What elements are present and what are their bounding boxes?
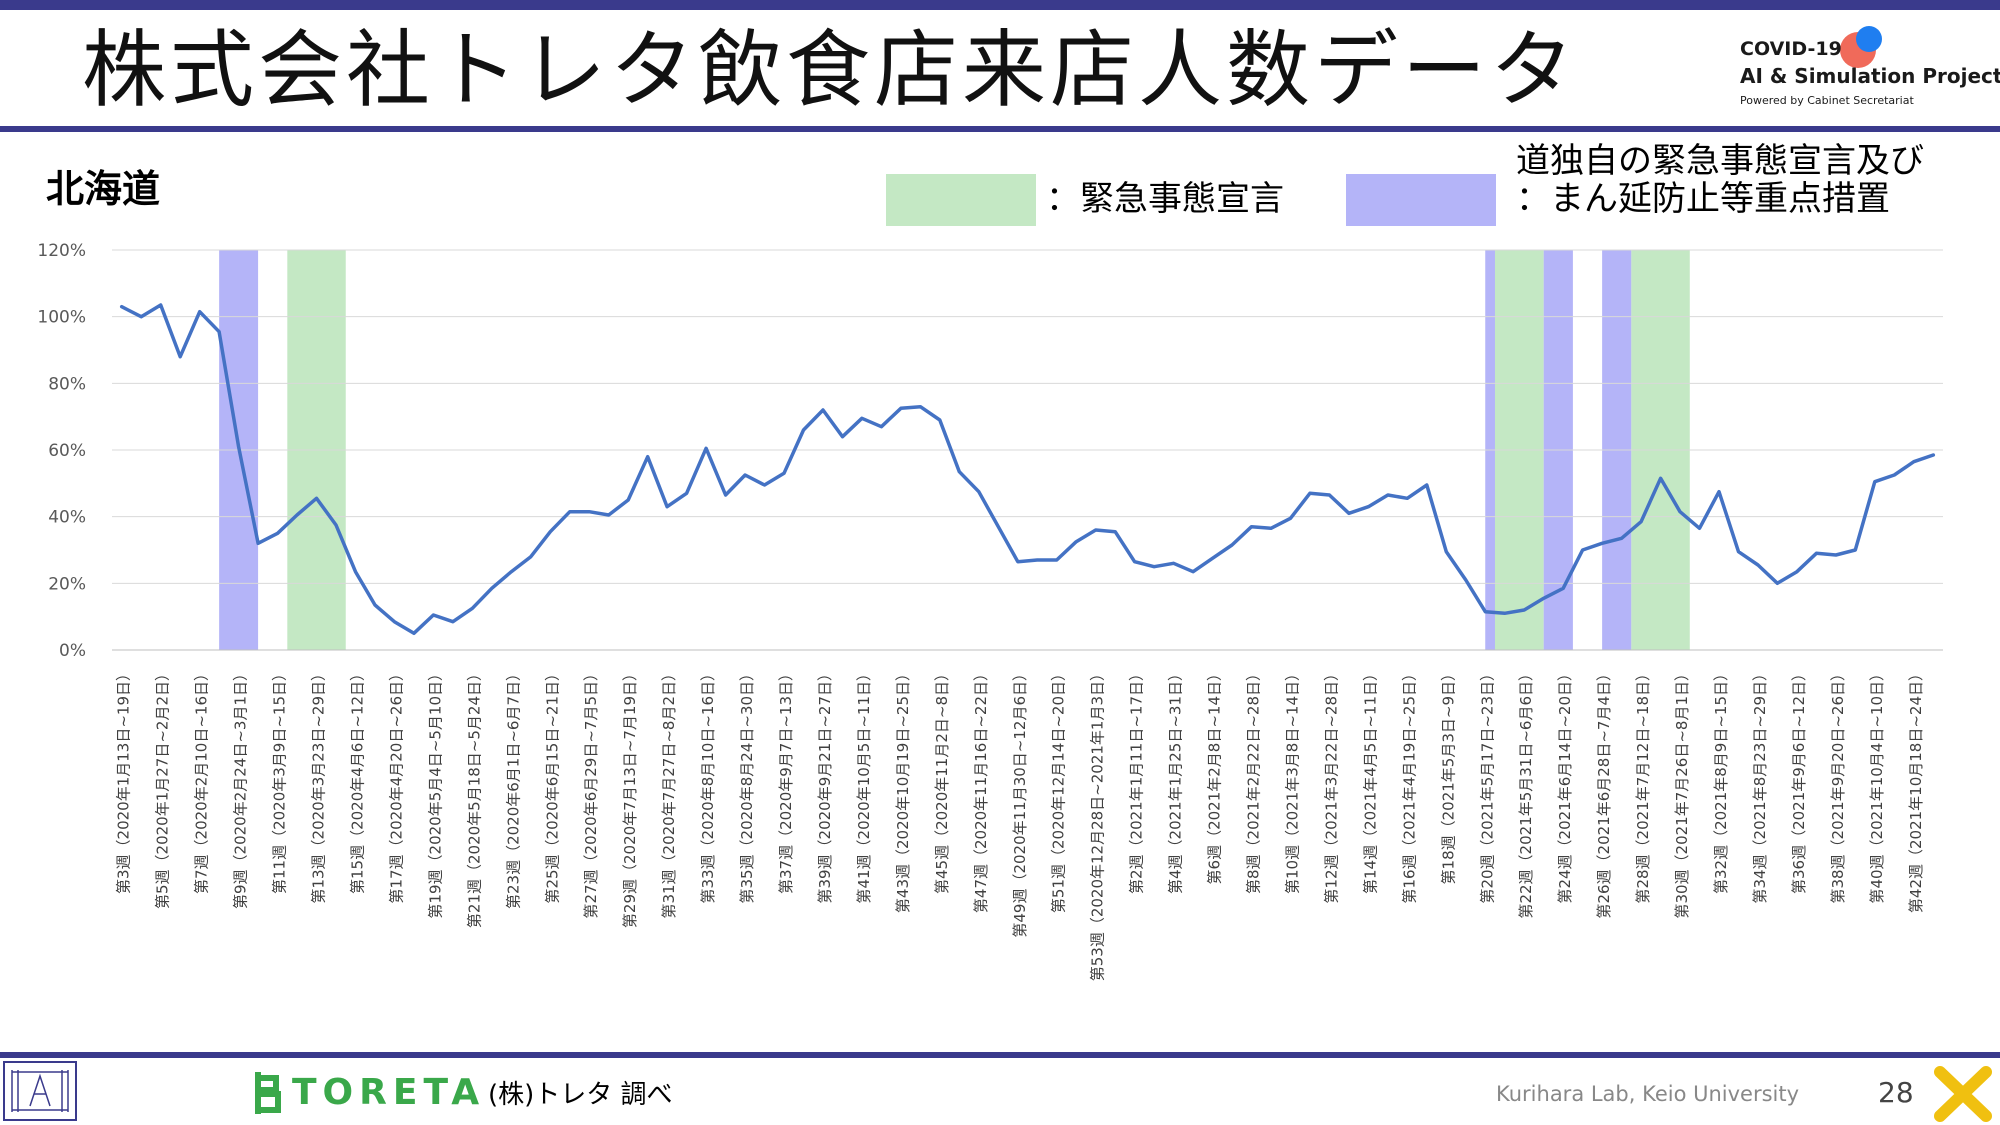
x-tick-label: 第45週（2020年11月2日~8日）: [933, 666, 951, 894]
x-tick-label: 第28週（2021年7月12日~18日）: [1634, 666, 1652, 904]
x-tick-label: 第16週（2021年4月19日~25日）: [1400, 666, 1418, 904]
toreta-mark-icon: [255, 1072, 281, 1114]
top-accent-bar: [0, 0, 2000, 10]
logo-line2: AI & Simulation Project: [1740, 64, 2000, 88]
x-tick-label: 第34週（2021年8月23日~29日）: [1751, 666, 1769, 904]
x-tick-label: 第17週（2020年4月20日~26日）: [387, 666, 405, 904]
x-tick-label: 第10週（2021年3月8日~14日）: [1284, 666, 1302, 894]
toreta-logo: TORETA: [248, 1070, 479, 1116]
x-tick-label: 第8週（2021年2月22日~28日）: [1245, 666, 1263, 894]
x-tick-label: 第18週（2021年5月3日~9日）: [1439, 666, 1457, 884]
line-chart: 0% 20% 40% 60% 80% 100% 120% 第3週（2020年1月13日~19…: [37, 241, 1943, 981]
x-tick-label: 第49週（2020年11月30日~12月6日）: [1011, 666, 1029, 938]
x-tick-label: 第42週（2021年10月18日~24日）: [1907, 666, 1925, 913]
legend-label-emergency: ：緊急事態宣言: [1046, 179, 1284, 219]
x-tick-label: 第30週（2021年7月26日~8月1日）: [1673, 666, 1691, 919]
x-axis-ticks: 第3週（2020年1月13日~19日） 第5週（2020年1月27日~2月2日） 第…: [115, 666, 1925, 981]
y-tick-label: 0%: [59, 641, 86, 661]
x-tick-label: 第41週（2020年10月5日~11日）: [855, 666, 873, 904]
x-tick-label: 第40週（2021年10月4日~10日）: [1868, 666, 1886, 904]
title-divider: [0, 126, 2000, 132]
data-source: (株)トレタ 調べ: [488, 1080, 673, 1110]
region-label: 北海道: [46, 167, 161, 211]
x-tick-label: 第9週（2020年2月24日~3月1日）: [232, 666, 250, 909]
y-axis-ticks: 0% 20% 40% 60% 80% 100% 120%: [37, 241, 86, 661]
series-line: [119, 303, 1936, 636]
x-tick-label: 第23週（2020年6月1日~6月7日）: [504, 666, 522, 909]
x-tick-label: 第51週（2020年12月14日~20日）: [1050, 666, 1068, 913]
university-logo: [3, 1061, 77, 1121]
x-tick-label: 第4週（2021年1月25日~31日）: [1167, 666, 1185, 894]
x-tick-label: 第21週（2020年5月18日~5月24日）: [465, 666, 483, 928]
x-tick-label: 第26週（2021年6月28日~7月4日）: [1595, 666, 1613, 919]
x-tick-label: 第2週（2021年1月11日~17日）: [1128, 666, 1146, 894]
y-tick-label: 20%: [48, 574, 86, 594]
legend-swatch-semi-emergency: [1346, 174, 1496, 226]
x-tick-label: 第12週（2021年3月22日~28日）: [1322, 666, 1340, 904]
x-tick-label: 第43週（2020年10月19日~25日）: [894, 666, 912, 913]
x-tick-label: 第32週（2021年8月9日~15日）: [1712, 666, 1730, 894]
logo-line3: Powered by Cabinet Secretariat: [1740, 94, 1914, 107]
legend-label-semi-emergency-line2: ：まん延防止等重点措置: [1516, 179, 1890, 219]
y-tick-label: 100%: [37, 308, 86, 328]
lab-credit: Kurihara Lab, Keio University: [1496, 1082, 1800, 1106]
page-number: 28: [1878, 1076, 1914, 1109]
x-tick-label: 第29週（2020年7月13日~7月19日）: [621, 666, 639, 928]
x-tick-label: 第53週（2020年12月28日~2021年1月3日）: [1089, 666, 1107, 981]
legend-label-semi-emergency-line1: 道独自の緊急事態宣言及び: [1516, 141, 1924, 181]
covid-ai-logo: COVID-19 AI & Simulation Project Powered…: [1740, 24, 2000, 116]
x-tick-label: 第25週（2020年6月15日~21日）: [543, 666, 561, 904]
y-tick-label: 80%: [48, 374, 86, 394]
logo-line1: COVID-19: [1740, 38, 1842, 60]
y-tick-label: 120%: [37, 241, 86, 261]
legend-swatch-emergency: [886, 174, 1036, 226]
toreta-wordmark: TORETA: [292, 1072, 486, 1113]
y-tick-label: 40%: [48, 508, 86, 528]
x-tick-label: 第36週（2021年9月6日~12日）: [1790, 666, 1808, 894]
logo-blue-dot: [1856, 26, 1882, 52]
x-tick-label: 第14週（2021年4月5日~11日）: [1361, 666, 1379, 894]
x-tick-label: 第15週（2020年4月6日~12日）: [349, 666, 367, 894]
x-tick-label: 第38週（2021年9月20日~26日）: [1829, 666, 1847, 904]
x-tick-label: 第11週（2020年3月9日~15日）: [271, 666, 289, 894]
x-tick-label: 第47週（2020年11月16日~22日）: [972, 666, 990, 913]
slide-title: 株式会社トレタ飲食店来店人数データ: [82, 21, 1579, 119]
x-tick-label: 第22週（2021年5月31日~6月6日）: [1517, 666, 1535, 919]
x-logo-icon: [1934, 1066, 1992, 1122]
x-tick-label: 第20週（2021年5月17日~23日）: [1478, 666, 1496, 904]
x-tick-label: 第35週（2020年8月24日~30日）: [738, 666, 756, 904]
x-tick-label: 第3週（2020年1月13日~19日）: [115, 666, 133, 894]
x-tick-label: 第39週（2020年9月21日~27日）: [816, 666, 834, 904]
x-tick-label: 第33週（2020年8月10日~16日）: [699, 666, 717, 904]
footer-divider: [0, 1052, 2000, 1058]
chart-gridlines: [112, 249, 1943, 651]
x-tick-label: 第19週（2020年5月4日~5月10日）: [426, 666, 444, 919]
x-tick-label: 第27週（2020年6月29日~7月5日）: [582, 666, 600, 919]
x-tick-label: 第24週（2021年6月14日~20日）: [1556, 666, 1574, 904]
x-tick-label: 第37週（2020年9月7日~13日）: [777, 666, 795, 894]
x-tick-label: 第31週（2020年7月27日~8月2日）: [660, 666, 678, 919]
x-tick-label: 第7週（2020年2月10日~16日）: [193, 666, 211, 894]
y-tick-label: 60%: [48, 441, 86, 461]
x-tick-label: 第6週（2021年2月8日~14日）: [1206, 666, 1224, 884]
x-tick-label: 第13週（2020年3月23日~29日）: [310, 666, 328, 904]
x-tick-label: 第5週（2020年1月27日~2月2日）: [154, 666, 172, 909]
